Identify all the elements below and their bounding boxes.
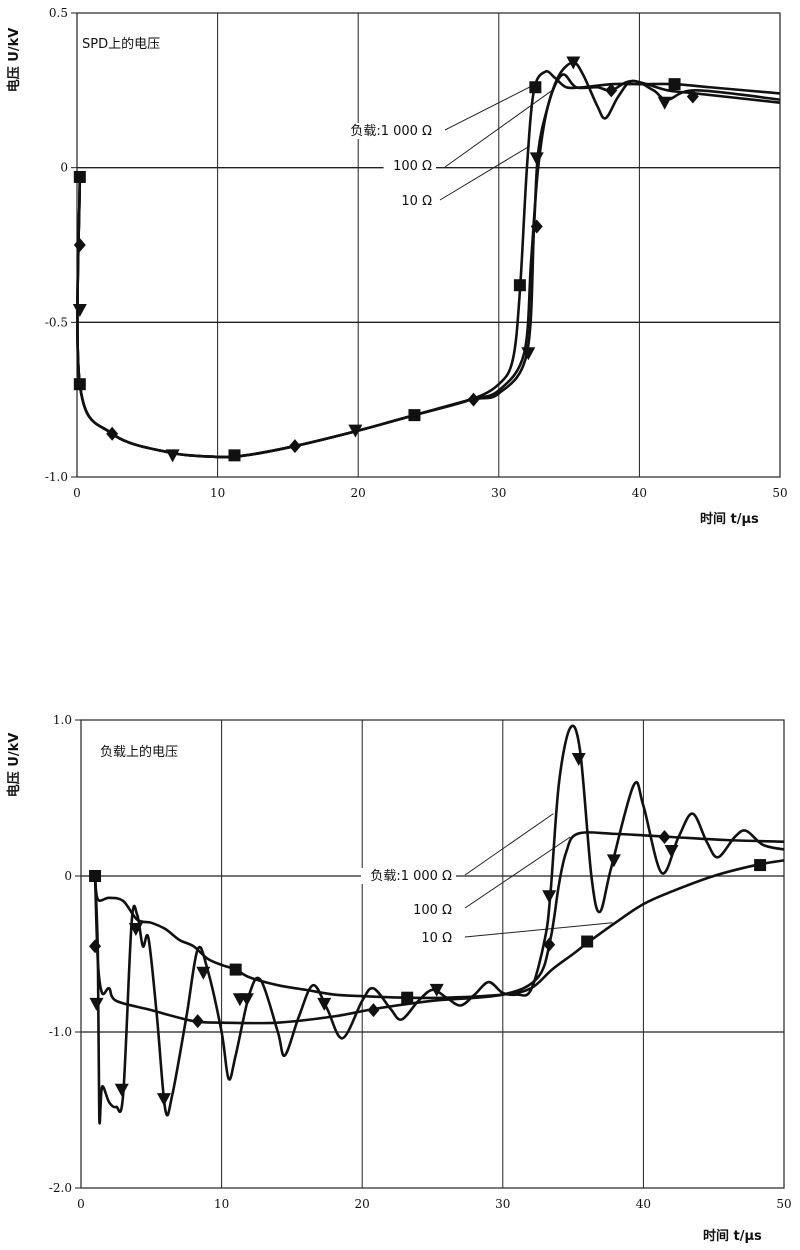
annotation-background	[341, 123, 436, 139]
y-tick-label: 0.5	[49, 6, 68, 20]
triangle-marker	[165, 449, 180, 463]
annotation-leader-line	[439, 145, 530, 201]
series-diamond	[89, 830, 785, 1029]
triangle-marker	[657, 96, 672, 110]
x-tick-label: 0	[73, 486, 81, 500]
square-marker	[668, 78, 681, 91]
diamond-marker	[191, 1014, 204, 1029]
square-marker	[401, 991, 414, 1004]
y-tick-label: 1.0	[53, 713, 72, 727]
square-marker	[581, 935, 594, 948]
diamond-marker	[686, 89, 699, 104]
x-tick-label: 10	[210, 486, 225, 500]
x-axis-label: 时间 t/μs	[700, 511, 759, 527]
diamond-marker	[543, 937, 556, 952]
x-axis-label: 时间 t/μs	[703, 1228, 762, 1244]
annotation-label: 负载:1 000 Ω	[350, 124, 432, 139]
chart-title: SPD上的电压	[82, 36, 160, 52]
annotation-leader-line	[464, 813, 554, 876]
series-line	[93, 724, 785, 1125]
x-tick-label: 30	[495, 1197, 510, 1211]
triangle-marker	[239, 993, 254, 1007]
triangle-marker	[664, 845, 679, 859]
annotation-label: 10 Ω	[421, 931, 452, 946]
triangle-marker	[128, 923, 143, 937]
triangle-marker	[542, 890, 557, 904]
y-tick-label: -2.0	[49, 1181, 72, 1195]
x-tick-label: 10	[214, 1197, 229, 1211]
series-line	[93, 831, 785, 1025]
square-marker	[529, 81, 542, 94]
x-tick-label: 20	[355, 1197, 370, 1211]
square-marker	[513, 279, 526, 292]
annotation-background	[392, 193, 436, 209]
triangle-marker	[156, 1093, 171, 1107]
triangle-marker	[317, 997, 332, 1011]
x-tick-label: 40	[636, 1197, 651, 1211]
annotation-background	[412, 930, 456, 946]
diamond-marker	[89, 939, 102, 954]
annotation-label: 100 Ω	[393, 159, 432, 174]
diamond-marker	[367, 1003, 380, 1018]
annotation-leader-line	[464, 922, 613, 938]
triangle-marker	[348, 424, 363, 438]
triangle-marker	[196, 966, 211, 980]
x-tick-label: 20	[351, 486, 366, 500]
series-triangle	[72, 56, 781, 463]
triangle-marker	[566, 56, 581, 70]
annotation-background	[403, 902, 456, 918]
annotation-background	[383, 158, 436, 174]
triangle-marker	[529, 152, 544, 166]
annotation-leader-line	[444, 83, 536, 131]
x-tick-label: 50	[772, 486, 787, 500]
annotation-leader-line	[444, 89, 553, 168]
y-tick-label: 0	[60, 161, 68, 175]
x-tick-label: 0	[77, 1197, 85, 1211]
triangle-marker	[606, 854, 621, 868]
chart-title: 负载上的电压	[100, 744, 178, 760]
square-marker	[754, 859, 767, 872]
x-tick-label: 40	[632, 486, 647, 500]
x-tick-label: 30	[491, 486, 506, 500]
annotation-label: 100 Ω	[413, 903, 452, 918]
triangle-marker	[72, 303, 87, 317]
triangle-marker	[521, 347, 536, 361]
triangle-marker	[89, 997, 104, 1011]
y-tick-label: -1.0	[45, 470, 68, 484]
y-tick-label: -1.0	[49, 1025, 72, 1039]
square-marker	[229, 963, 242, 976]
diamond-marker	[658, 830, 671, 844]
plot-frame	[80, 719, 785, 1189]
series-line	[76, 61, 781, 459]
y-tick-label: 0	[64, 869, 72, 883]
annotation-label: 负载:1 000 Ω	[370, 869, 452, 884]
diamond-marker	[605, 83, 618, 98]
annotation-label: 10 Ω	[401, 194, 432, 209]
y-axis-label: 电压 U/kV	[6, 733, 22, 798]
y-axis-label: 电压 U/kV	[6, 28, 22, 93]
x-tick-label: 50	[776, 1197, 791, 1211]
annotation-background	[361, 868, 456, 884]
triangle-marker	[429, 983, 444, 997]
series-triangle	[89, 724, 785, 1125]
y-tick-label: -0.5	[45, 315, 68, 329]
triangle-marker	[114, 1083, 129, 1097]
triangle-marker	[571, 753, 586, 766]
diamond-marker	[73, 238, 86, 252]
